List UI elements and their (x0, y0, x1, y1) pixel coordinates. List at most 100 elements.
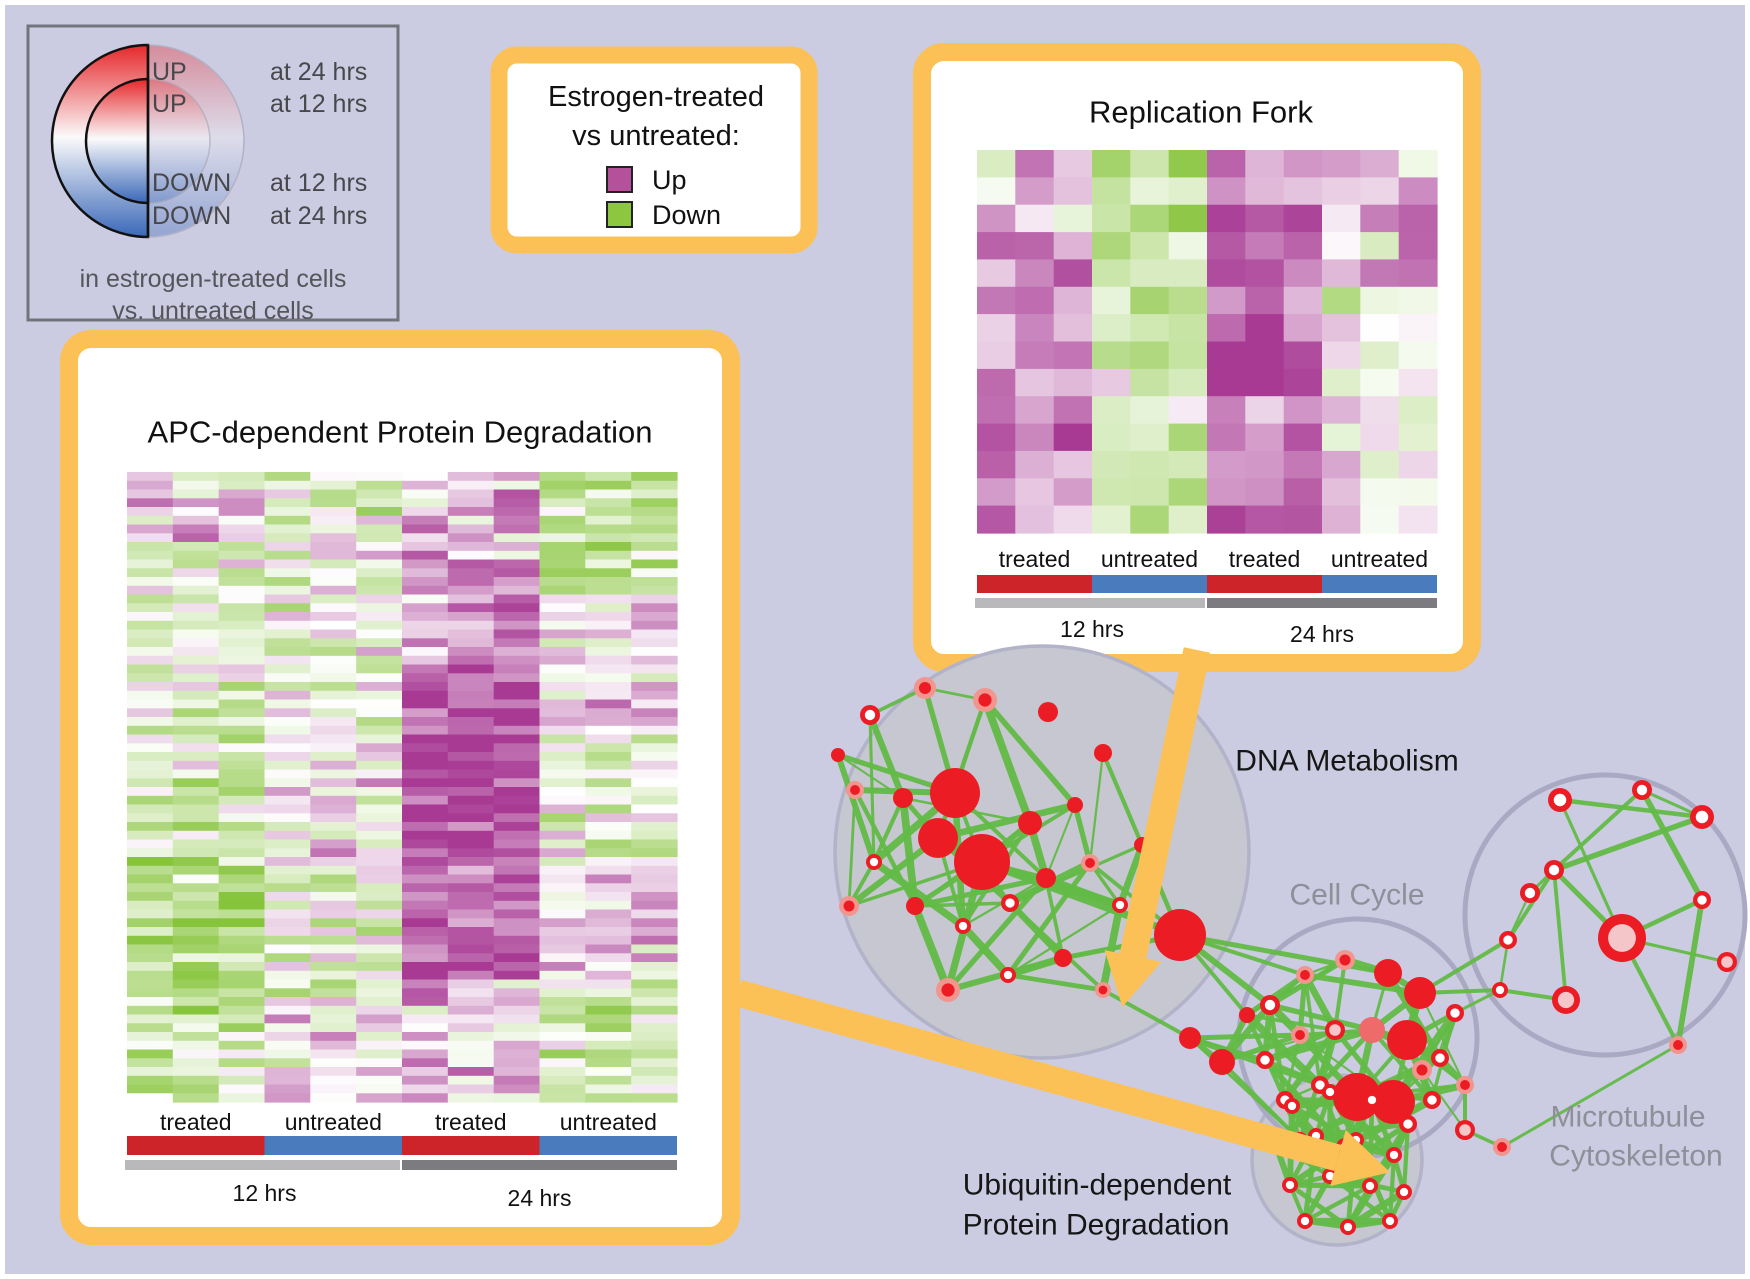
network-edge (1333, 959, 1347, 1031)
heatmap-cell (172, 953, 220, 963)
heatmap-cell (585, 813, 632, 823)
heatmap-cell (310, 524, 357, 534)
estrogen-legend-title-line1: Estrogen-treated (548, 81, 764, 113)
heatmap-cell (218, 480, 266, 491)
heatmap-cell (310, 620, 357, 631)
heatmap-cell (356, 830, 403, 841)
heatmap-cell (447, 1032, 495, 1042)
heatmap-cell (1245, 423, 1285, 452)
heatmap-cell (402, 830, 449, 841)
heatmap-cell (402, 918, 449, 928)
heatmap-cell (493, 935, 541, 946)
heatmap-cell (310, 1040, 357, 1051)
heatmap-cell (539, 883, 586, 893)
apc-title: APC-dependent Protein Degradation (148, 415, 653, 450)
heatmap-cell (127, 629, 174, 639)
heatmap-cell (493, 944, 541, 954)
heatmap-cell (447, 690, 495, 701)
heatmap-cell (127, 743, 174, 753)
heatmap-cell (356, 944, 403, 954)
heatmap-cell (218, 839, 266, 849)
heatmap-cell (356, 778, 403, 788)
heatmap-cell (631, 472, 678, 482)
heatmap-cell (493, 1049, 541, 1059)
network-node (1260, 1055, 1270, 1065)
heatmap-cell (172, 1005, 220, 1016)
heatmap-cell (447, 979, 495, 989)
heatmap-cell (264, 830, 311, 841)
heatmap-cell (172, 1075, 220, 1086)
heatmap-cell (631, 717, 678, 727)
timebar-24hrs (1207, 598, 1437, 608)
heatmap-cell (402, 603, 449, 613)
heatmap-cell (402, 804, 449, 814)
heatmap-cell (127, 962, 174, 972)
heatmap-cell (493, 682, 541, 692)
heatmap-cell (1207, 423, 1246, 452)
heatmap-cell (1398, 478, 1438, 507)
heatmap-cell (539, 585, 586, 596)
heatmap-cell (127, 970, 174, 981)
heatmap-cell (585, 822, 632, 832)
heatmap-cell (1053, 177, 1093, 206)
heatmap-cell (1398, 396, 1438, 425)
heatmap-cell (493, 962, 541, 972)
network-edge (1101, 752, 1144, 846)
heatmap-cell (127, 577, 174, 587)
heatmap-cell (631, 498, 678, 508)
heatmap-cell (402, 979, 449, 989)
heatmap-cell (127, 865, 174, 876)
heatmap-cell (1207, 478, 1246, 507)
heatmap-cell (1283, 150, 1323, 178)
heatmap-cell (1130, 286, 1170, 315)
heatmap-cell (127, 690, 174, 701)
group-label: untreated (285, 1109, 382, 1135)
heatmap-cell (218, 865, 266, 876)
heatmap-cell (218, 918, 266, 928)
heatmap-cell (264, 1032, 311, 1042)
heatmap-cell (356, 900, 403, 911)
heatmap-cell (356, 725, 403, 736)
heatmap-cell (447, 647, 495, 657)
heatmap-cell (402, 647, 449, 657)
heatmap-cell (127, 760, 174, 771)
heatmap-cell (310, 1032, 357, 1042)
heatmap-cell (977, 341, 1016, 370)
heatmap-cell (127, 839, 174, 849)
heatmap-cell (127, 1049, 174, 1059)
heatmap-cell (631, 507, 678, 517)
heatmap-cell (585, 533, 632, 543)
heatmap-cell (356, 1014, 403, 1024)
legend-row-dir: UP (152, 90, 187, 118)
heatmap-cell (1283, 368, 1323, 397)
heatmap-cell (631, 1093, 678, 1103)
heatmap-cell (539, 1075, 586, 1086)
heatmap-cell (310, 550, 357, 561)
heatmap-cell (631, 585, 678, 596)
heatmap-cell (447, 717, 495, 727)
heatmap-cell (447, 970, 495, 981)
network-node (1435, 1053, 1445, 1063)
heatmap-cell (1092, 341, 1131, 370)
heatmap-cell (631, 725, 678, 736)
time-label: 24 hrs (508, 1185, 572, 1211)
heatmap-cell (977, 286, 1016, 315)
heatmap-cell (631, 1049, 678, 1059)
heatmap-cell (1398, 259, 1438, 288)
heatmap-cell (127, 489, 174, 499)
heatmap-cell (539, 953, 586, 963)
heatmap-cell (447, 795, 495, 806)
heatmap-cell (264, 498, 311, 508)
heatmap-cell (1207, 286, 1246, 315)
heatmap-cell (1130, 423, 1170, 452)
network-node (1325, 1087, 1335, 1097)
network-node (1359, 1017, 1385, 1043)
network-node (1459, 1124, 1471, 1136)
heatmap-cell (402, 935, 449, 946)
heatmap-cell (127, 848, 174, 858)
heatmap-cell (310, 655, 357, 666)
heatmap-cell (585, 629, 632, 639)
heatmap-cell (447, 629, 495, 639)
heatmap-cell (264, 559, 311, 569)
heatmap-cell (172, 1032, 220, 1042)
